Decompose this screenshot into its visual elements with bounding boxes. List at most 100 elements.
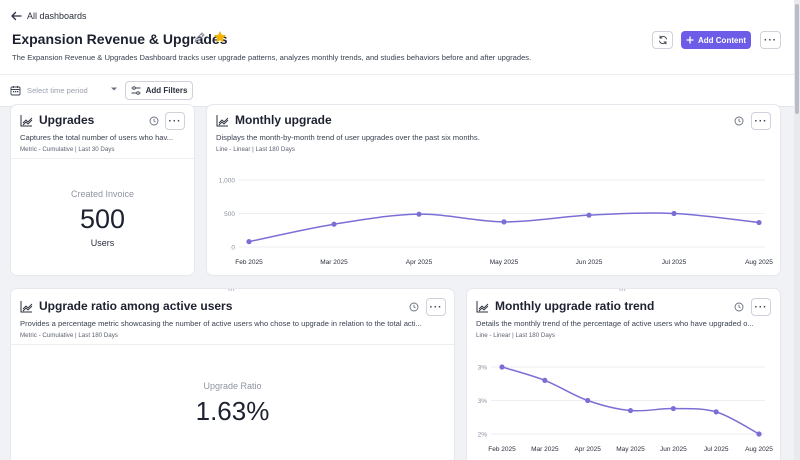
refresh-icon <box>658 35 667 45</box>
metric-value: 500 <box>79 204 126 234</box>
card-title-text: Monthly upgrade <box>235 113 332 127</box>
x-tick-label: Jun 2025 <box>660 446 687 453</box>
data-point[interactable] <box>756 431 762 437</box>
page-description: The Expansion Revenue & Upgrades Dashboa… <box>12 53 532 62</box>
data-point[interactable] <box>542 377 548 383</box>
scrollbar-thumb[interactable] <box>795 4 799 114</box>
page-title: Expansion Revenue & Upgrades <box>12 31 228 47</box>
card-meta: Metric - Cumulative | Last 30 Days <box>20 146 115 153</box>
card-title: Monthly upgrade <box>216 113 332 127</box>
time-period-placeholder: Select time period <box>27 85 88 95</box>
star-icon[interactable] <box>213 30 227 44</box>
pencil-icon[interactable] <box>193 31 206 44</box>
card-title-text: Upgrade ratio among active users <box>39 299 233 313</box>
add-content-button[interactable]: Add Content <box>681 31 751 49</box>
x-tick-label: Apr 2025 <box>406 259 433 266</box>
card-divider <box>11 344 454 345</box>
monthly-upgrade-card: Monthly upgrade ··· Displays the month-b… <box>207 105 780 275</box>
card-more-button[interactable]: ··· <box>751 298 771 316</box>
clock-icon[interactable] <box>409 302 419 312</box>
x-tick-label: Feb 2025 <box>235 259 263 266</box>
refresh-button[interactable] <box>652 31 673 49</box>
x-tick-label: Mar 2025 <box>320 259 348 266</box>
plus-icon <box>686 36 694 44</box>
data-point[interactable] <box>501 219 507 225</box>
ratio-trend-card: Monthly upgrade ratio trend ··· Details … <box>467 289 780 460</box>
line-chart-icon <box>216 114 229 126</box>
card-title-text: Upgrades <box>39 113 95 127</box>
metric-unit: Users <box>90 238 115 248</box>
card-more-button[interactable]: ··· <box>426 298 446 316</box>
y-tick-label: 0 <box>231 245 235 252</box>
card-title: Monthly upgrade ratio trend <box>476 299 654 313</box>
drag-handle-icon[interactable] <box>228 289 236 291</box>
ratio-trend-chart-svg: 3% 3% 2%Feb 2025 Mar 2025 Apr 2025 May 2025 Ju… <box>478 364 773 453</box>
filter-sliders-icon <box>131 86 141 95</box>
card-more-button[interactable]: ··· <box>751 112 771 130</box>
data-point[interactable] <box>670 405 676 412</box>
metric-label: Upgrade Ratio <box>203 381 262 391</box>
card-title: Upgrades <box>20 113 94 127</box>
x-tick-label: May 2025 <box>490 259 519 266</box>
y-tick-label: 2% <box>478 432 488 439</box>
x-tick-label: Mar 2025 <box>531 446 559 453</box>
x-tick-label: Apr 2025 <box>574 446 601 453</box>
data-point[interactable] <box>713 409 719 415</box>
card-meta: Line - Linear | Last 180 Days <box>476 332 555 339</box>
y-tick-label: 1,000 <box>219 178 236 185</box>
series-line <box>248 212 760 243</box>
card-title-text: Monthly upgrade ratio trend <box>495 299 655 313</box>
arrow-left-icon <box>11 11 22 21</box>
x-tick-label: May 2025 <box>616 446 645 453</box>
chevron-down-icon <box>111 87 117 91</box>
line-chart-icon <box>476 300 489 312</box>
back-link[interactable]: All dashboards <box>10 10 87 22</box>
clock-icon[interactable] <box>149 116 159 126</box>
data-point[interactable] <box>627 407 634 414</box>
card-meta: Metric - Cumulative | Last 180 Days <box>20 332 118 339</box>
upgrades-card: Upgrades ··· Captures the total number o… <box>11 105 194 275</box>
line-chart-icon <box>20 300 33 312</box>
card-meta: Line - Linear | Last 180 Days <box>216 146 295 153</box>
data-point[interactable] <box>499 364 505 370</box>
line-chart-icon <box>20 114 33 126</box>
data-point[interactable] <box>585 397 591 404</box>
dashboard-more-button[interactable]: ··· <box>760 31 781 49</box>
upgrade-ratio-card: Upgrade ratio among active users ··· Pro… <box>11 289 454 460</box>
card-description: Captures the total number of users who h… <box>20 133 174 142</box>
add-content-label: Add Content <box>698 35 746 45</box>
card-description: Details the monthly trend of the percent… <box>476 319 754 328</box>
clock-icon[interactable] <box>734 116 744 126</box>
y-tick-label: 3% <box>478 365 488 372</box>
page-scrollbar[interactable] <box>794 0 800 460</box>
data-point[interactable] <box>416 211 422 217</box>
data-point[interactable] <box>331 221 337 227</box>
time-period-select[interactable]: Select time period <box>10 81 120 99</box>
add-filters-label: Add Filters <box>145 86 188 95</box>
data-point[interactable] <box>756 219 762 226</box>
data-point[interactable] <box>246 239 252 245</box>
x-tick-label: Aug 2025 <box>745 446 773 453</box>
card-description: Displays the month-by-month trend of use… <box>216 133 480 142</box>
card-description: Provides a percentage metric showcasing … <box>20 319 422 328</box>
data-point[interactable] <box>671 210 677 217</box>
y-tick-label: 500 <box>224 211 235 218</box>
dashboard-header: All dashboards Expansion Revenue & Upgra… <box>0 0 794 74</box>
x-tick-label: Feb 2025 <box>488 446 516 453</box>
metric-value: 1.63% <box>195 396 270 426</box>
data-point[interactable] <box>586 212 592 218</box>
filter-bar: Select time period Add Filters <box>0 74 794 107</box>
card-title: Upgrade ratio among active users <box>20 299 232 313</box>
drag-handle-icon[interactable] <box>619 289 627 291</box>
card-divider <box>11 158 194 159</box>
x-tick-label: Jul 2025 <box>662 259 687 266</box>
clock-icon[interactable] <box>734 302 744 312</box>
x-tick-label: Jun 2025 <box>576 259 603 266</box>
x-tick-label: Aug 2025 <box>745 259 773 266</box>
x-tick-label: Jul 2025 <box>704 446 729 453</box>
ratio-trend-chart: 3% 3% 2% Feb 2025 Mar 2025 Apr 2025 May 2025 Ju… <box>467 347 780 460</box>
y-tick-label: 3% <box>478 398 488 405</box>
card-more-button[interactable]: ··· <box>165 112 185 130</box>
add-filters-button[interactable]: Add Filters <box>125 81 193 100</box>
